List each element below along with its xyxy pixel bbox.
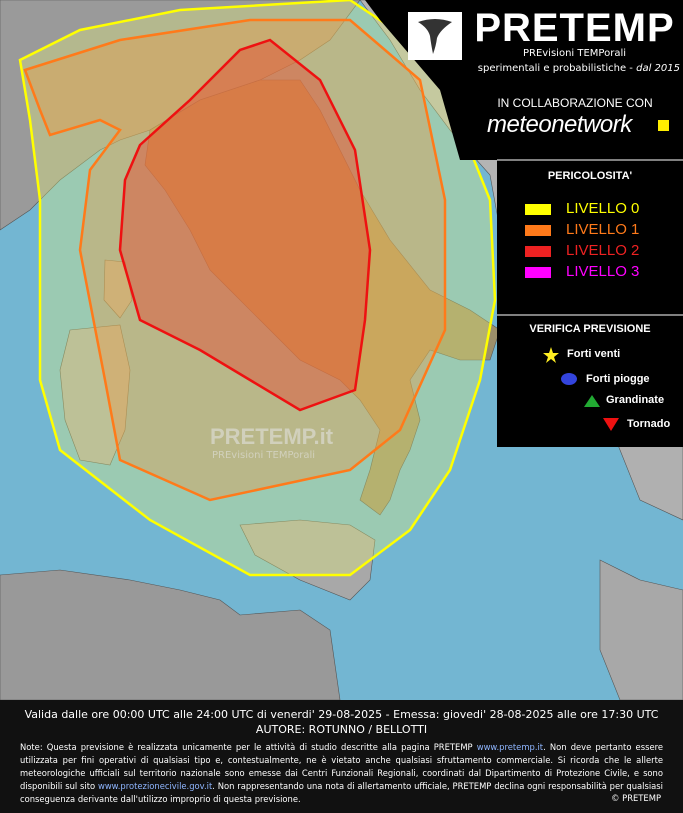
level-0-area bbox=[18, 0, 497, 577]
swatch bbox=[525, 246, 551, 257]
since: dal 2015 bbox=[636, 63, 680, 74]
note-text: . Non rappresentando una nota di allerta… bbox=[20, 781, 663, 804]
verification-item: Forti venti bbox=[567, 348, 621, 360]
tornado-icon bbox=[418, 19, 452, 54]
collaboration: IN COLLABORAZIONE CON bbox=[497, 96, 653, 110]
verification-item: Grandinate bbox=[606, 394, 665, 406]
verification-item: Forti piogge bbox=[586, 373, 650, 385]
link[interactable]: www.protezionecivile.gov.it bbox=[97, 781, 213, 791]
legend-label: LIVELLO 2 bbox=[566, 242, 640, 259]
brand: PRETEMP bbox=[474, 6, 675, 50]
legend-label: LIVELLO 1 bbox=[566, 221, 640, 238]
legend-label: LIVELLO 3 bbox=[566, 263, 640, 280]
watermark: PRETEMP.it bbox=[210, 424, 334, 449]
watermark-subtitle: PREvisioni TEMPorali bbox=[212, 450, 316, 461]
note-text: . Non deve pertanto essere utilizzata pe… bbox=[20, 742, 664, 791]
copyright: © PRETEMP bbox=[611, 793, 661, 803]
legend-label: LIVELLO 0 bbox=[566, 200, 640, 217]
subtitle: PREvisioni TEMPorali bbox=[522, 48, 627, 59]
tagline-text: sperimentali e probabilistiche - bbox=[477, 63, 633, 74]
tagline: sperimentali e probabilistiche - dal 201… bbox=[440, 63, 680, 74]
swatch bbox=[525, 204, 551, 215]
footer-panel bbox=[0, 700, 683, 813]
swatch bbox=[525, 267, 551, 278]
hail-icon bbox=[584, 395, 600, 407]
validity: Valida dalle ore 00:00 UTC alle 24:00 UT… bbox=[24, 708, 659, 721]
verification-title: VERIFICA PREVISIONE bbox=[529, 323, 651, 335]
level-1-area bbox=[23, 18, 447, 502]
note-text: Note: Questa previsione è realizzata uni… bbox=[20, 742, 477, 752]
partner-mark bbox=[658, 120, 669, 131]
verification-item: Tornado bbox=[627, 418, 671, 430]
partner: meteonetwork bbox=[487, 111, 632, 138]
swatch bbox=[525, 225, 551, 236]
authors: AUTORE: ROTUNNO / BELLOTTI bbox=[255, 723, 428, 736]
legend-title: PERICOLOSITA' bbox=[547, 170, 633, 182]
link[interactable]: www.pretemp.it bbox=[476, 742, 544, 752]
disclaimer: Note: Questa previsione è realizzata uni… bbox=[20, 741, 663, 806]
level-2-area bbox=[118, 38, 372, 412]
tornado-report-icon bbox=[603, 418, 619, 431]
wind-icon bbox=[543, 347, 559, 363]
rain-icon bbox=[561, 373, 577, 385]
